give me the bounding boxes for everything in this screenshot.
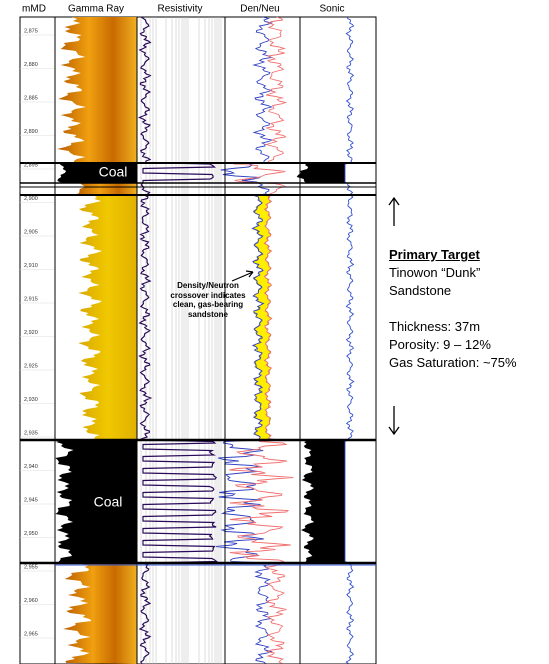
track-header: Den/Neu (240, 4, 279, 15)
depth-label: 2,895 (24, 162, 38, 168)
depth-label: 2,960 (24, 598, 38, 604)
callout-arrow (231, 271, 254, 282)
target-line: Gas Saturation: ~75% (389, 355, 517, 370)
depth-label: 2,945 (24, 497, 38, 503)
up-arrow (388, 196, 400, 226)
tracks (19, 16, 377, 664)
depth-label: 2,935 (24, 430, 38, 436)
target-note: Primary Target Tinowon “Dunk” Sandstone … (389, 246, 517, 372)
sonic-fill (301, 440, 345, 563)
depth-label: 2,930 (24, 397, 38, 403)
depth-label: 2,880 (24, 62, 38, 68)
down-arrow (388, 406, 400, 436)
callout-line: Density/Neutron (177, 281, 239, 290)
depth-label: 2,875 (24, 28, 38, 34)
callout-line: clean, gas-bearing (172, 300, 244, 309)
gamma-fill (57, 163, 137, 183)
depth-label: 2,940 (24, 464, 38, 470)
gamma-fill (57, 17, 137, 163)
depth-label: 2,910 (24, 263, 38, 269)
depth-label: 2,950 (24, 531, 38, 537)
callout-line: crossover indicates (170, 290, 246, 300)
track-header: Gamma Ray (68, 4, 124, 15)
depth-label: 2,885 (24, 95, 38, 101)
coal-label: Coal (99, 164, 128, 180)
target-line: Tinowon “Dunk” (389, 265, 481, 280)
callout: Density/Neutron crossover indicates clea… (158, 281, 258, 319)
depth-label: 2,900 (24, 196, 38, 202)
depth-label: 2,905 (24, 229, 38, 235)
target-title: Primary Target (389, 247, 480, 262)
gamma-fill (55, 440, 137, 563)
depth-label: 2,890 (24, 129, 38, 135)
track-header: mMD (22, 4, 46, 15)
sonic-fill (296, 163, 345, 183)
depth-label: 2,920 (24, 330, 38, 336)
track-header: Resistivity (157, 4, 202, 15)
callout-arrow-head (245, 270, 254, 278)
gamma-fill (75, 183, 137, 195)
target-line: Thickness: 37m (389, 319, 481, 334)
gamma-fill (63, 563, 137, 664)
depth-label: 2,965 (24, 631, 38, 637)
depth-label: 2,955 (24, 564, 38, 570)
spacer (389, 300, 517, 318)
target-line: Porosity: 9 – 12% (389, 337, 491, 352)
track-header: Sonic (319, 4, 344, 15)
depth-label: 2,925 (24, 363, 38, 369)
depth-label: 2,915 (24, 296, 38, 302)
target-line: Sandstone (389, 283, 452, 298)
gamma-fill (78, 195, 137, 440)
coal-label: Coal (94, 494, 123, 510)
sonic-curve (344, 16, 355, 664)
neutron-curve (229, 16, 294, 664)
overlay: 2,875 2,880 2,885 2,890 2,895 2,900 2,905 2,910… (20, 16, 376, 664)
callout-line: sandstone (187, 309, 228, 319)
resistivity-curve (137, 16, 219, 664)
